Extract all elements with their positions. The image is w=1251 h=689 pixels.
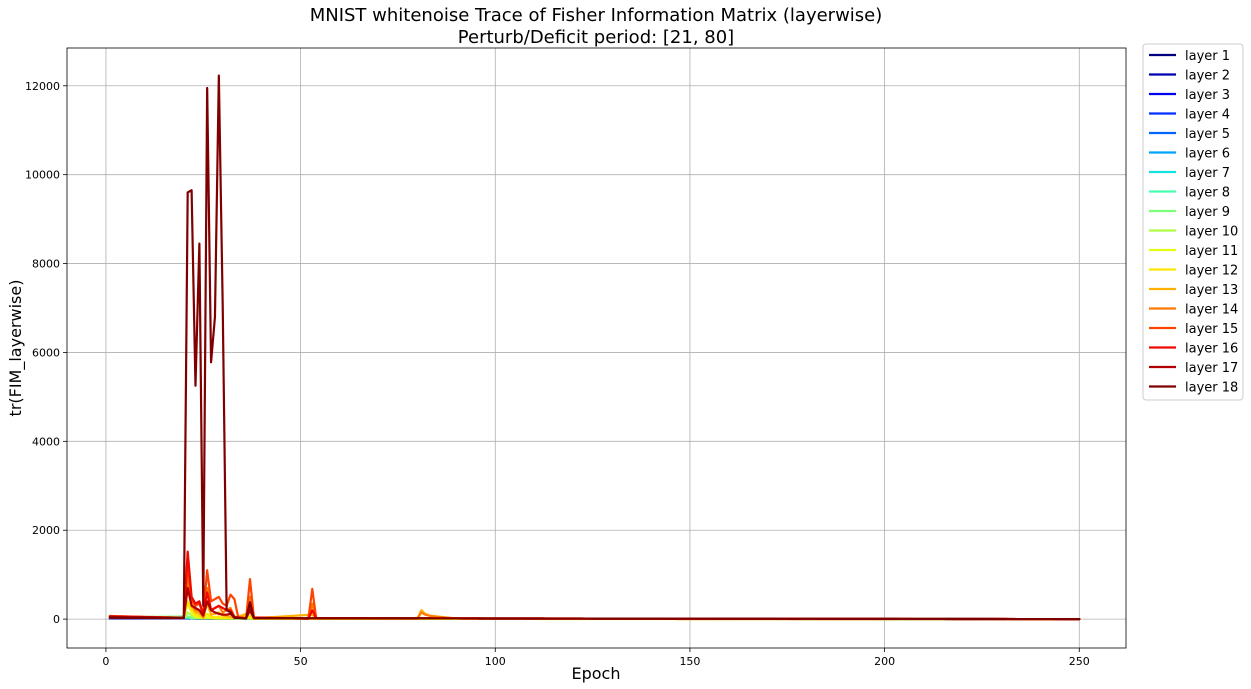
legend-label: layer 12 (1185, 264, 1238, 279)
series-line-layer-15 (108, 564, 1081, 621)
legend-label: layer 14 (1185, 303, 1238, 318)
x-tick-label: 250 (1069, 655, 1090, 668)
y-tick-label: 12000 (25, 80, 60, 93)
y-tick-label: 6000 (32, 346, 60, 359)
legend: layer 1 layer 2 layer 3 layer 4 layer 5 layer… (1142, 43, 1244, 401)
legend-label: layer 17 (1185, 361, 1238, 376)
legend-label: layer 8 (1185, 186, 1230, 201)
y-tick-label: 0 (53, 613, 60, 626)
y-tick-label: 2000 (32, 524, 60, 537)
x-tick-label: 200 (874, 655, 895, 668)
legend-label: layer 16 (1185, 342, 1238, 357)
series-line-layer-13 (108, 586, 1081, 621)
y-tick-label: 8000 (32, 258, 60, 271)
legend-label: layer 11 (1185, 244, 1238, 259)
chart-subtitle: Perturb/Deficit period: [21, 80] (458, 27, 734, 48)
series-lines (108, 74, 1081, 621)
legend-label: layer 10 (1185, 225, 1238, 240)
legend-label: layer 1 (1185, 49, 1230, 64)
series-line-layer-17 (108, 586, 1081, 621)
series-line-layer-18 (108, 74, 1081, 621)
legend-label: layer 5 (1185, 127, 1230, 142)
series-line-layer-16 (108, 550, 1081, 621)
legend-label: layer 7 (1185, 166, 1230, 181)
plot-frame (66, 47, 1127, 649)
x-tick-label: 100 (485, 655, 506, 668)
legend-label: layer 3 (1185, 88, 1230, 103)
legend-label: layer 4 (1185, 108, 1230, 123)
y-axis-label: tr(FIM_layerwise) (6, 280, 26, 417)
x-tick-label: 50 (294, 655, 308, 668)
chart-title: MNIST whitenoise Trace of Fisher Informa… (310, 5, 883, 26)
x-tick-label: 0 (102, 655, 109, 668)
x-axis-label: Epoch (572, 664, 621, 683)
legend-label: layer 18 (1185, 381, 1238, 396)
y-tick-label: 4000 (32, 435, 60, 448)
grid-lines (67, 48, 1126, 648)
x-tick-label: 150 (679, 655, 700, 668)
y-tick-label: 10000 (25, 169, 60, 182)
series-line-layer-14 (108, 578, 1081, 621)
legend-label: layer 9 (1185, 205, 1230, 220)
axis-ticks: 0 50 100 150 200 250 0 2000 4000 6000 8000 10000 120… (25, 80, 1090, 668)
legend-label: layer 15 (1185, 322, 1238, 337)
legend-label: layer 2 (1185, 69, 1230, 84)
legend-label: layer 13 (1185, 283, 1238, 298)
legend-label: layer 6 (1185, 147, 1230, 162)
